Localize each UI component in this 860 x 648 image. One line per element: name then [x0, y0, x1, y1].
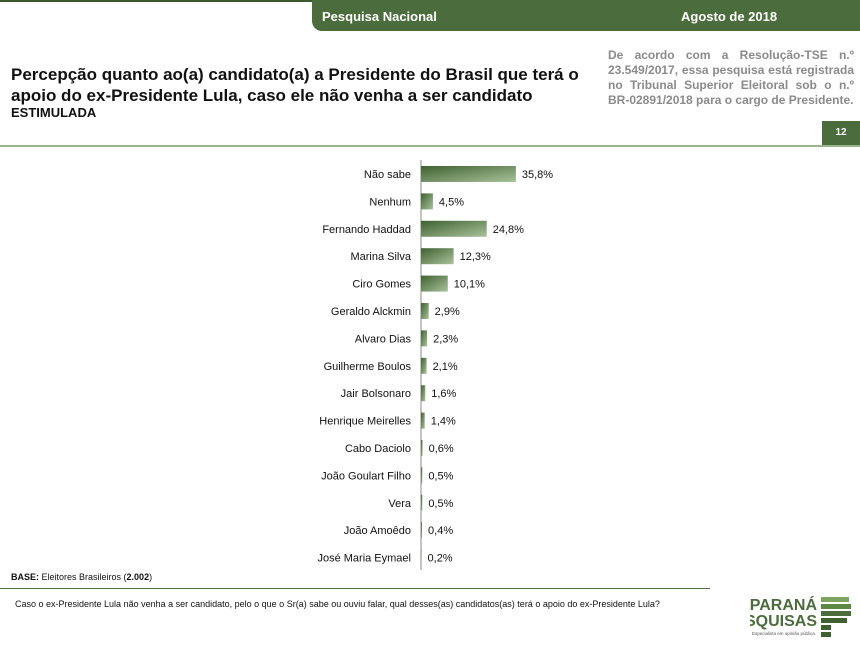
- bar: [421, 303, 429, 319]
- category-label: João Goulart Filho: [321, 470, 411, 482]
- bar: [421, 330, 428, 347]
- page-title: Percepção quanto ao(a) candidato(a) a Pr…: [11, 65, 579, 105]
- data-label: 24,8%: [493, 224, 524, 236]
- category-label: Nenhum: [369, 196, 411, 208]
- data-label: 12,3%: [460, 251, 491, 263]
- base-label: BASE:: [11, 572, 40, 582]
- bar: [421, 220, 487, 237]
- category-label: Vera: [388, 498, 412, 510]
- survey-date: Agosto de 2018: [681, 9, 778, 24]
- category-label: Cabo Daciolo: [345, 443, 411, 455]
- data-label: 2,9%: [435, 306, 460, 318]
- bar: [421, 467, 423, 484]
- bar: [421, 385, 426, 402]
- bar: [421, 494, 423, 511]
- category-label: Não sabe: [364, 169, 411, 181]
- data-label: 0,5%: [428, 498, 453, 510]
- header-bar: Pesquisa Nacional Agosto de 2018: [312, 0, 860, 31]
- base-note: BASE: Eleitores Brasileiros (2.002): [11, 572, 152, 582]
- bar: [421, 275, 448, 292]
- bar: [421, 357, 427, 374]
- category-label: João Amoêdo: [344, 525, 411, 537]
- bar: [421, 248, 454, 265]
- data-label: 0,2%: [428, 553, 453, 565]
- data-label: 10,1%: [454, 279, 485, 291]
- category-label: Alvaro Dias: [355, 333, 412, 345]
- category-label: Fernando Haddad: [322, 224, 411, 236]
- footer-divider: [0, 588, 710, 589]
- registration-note: De acordo com a Resolução-TSE n.º 23.549…: [608, 48, 854, 107]
- data-label: 2,1%: [433, 361, 458, 373]
- category-label: José Maria Eymael: [317, 553, 411, 565]
- svg-text:PESQUISAS: PESQUISAS: [750, 613, 817, 630]
- survey-name: Pesquisa Nacional: [322, 9, 437, 24]
- bar: [421, 522, 423, 539]
- data-label: 0,4%: [428, 525, 453, 537]
- data-label: 0,5%: [428, 470, 453, 482]
- data-label: 1,6%: [431, 388, 456, 400]
- category-label: Jair Bolsonaro: [341, 388, 411, 400]
- page-number: 12: [822, 121, 860, 145]
- bar: [421, 166, 516, 182]
- category-label: Geraldo Alckmin: [331, 306, 411, 318]
- bar: [421, 549, 422, 566]
- data-label: 4,5%: [439, 196, 464, 208]
- svg-text:PARANÁ: PARANÁ: [750, 595, 817, 614]
- bar: [421, 440, 423, 456]
- category-label: Henrique Meirelles: [319, 416, 411, 428]
- bar: [421, 412, 425, 429]
- data-label: 0,6%: [429, 443, 454, 455]
- page-subtitle: ESTIMULADA: [11, 105, 97, 120]
- header-divider: [0, 145, 860, 147]
- survey-question: Caso o ex-Presidente Lula não venha a se…: [15, 599, 660, 609]
- category-label: Guilherme Boulos: [324, 361, 412, 373]
- category-label: Marina Silva: [350, 251, 411, 263]
- parana-pesquisas-logo: PARANÁ PESQUISAS Especialista em opinião…: [750, 595, 851, 637]
- base-count: 2.002: [126, 572, 150, 582]
- data-label: 35,8%: [522, 169, 553, 181]
- svg-text:Especialista em opinião públic: Especialista em opinião pública.: [752, 631, 816, 636]
- bar: [421, 193, 433, 210]
- data-label: 1,4%: [431, 416, 456, 428]
- base-text: Eleitores Brasileiros (: [39, 572, 127, 582]
- base-close: ): [149, 572, 153, 582]
- category-label: Ciro Gomes: [352, 279, 411, 291]
- data-label: 2,3%: [433, 333, 458, 345]
- bar-chart: Não sabe 35,8% Nenhum 4,5% Fernando Haddad 24…: [317, 160, 553, 570]
